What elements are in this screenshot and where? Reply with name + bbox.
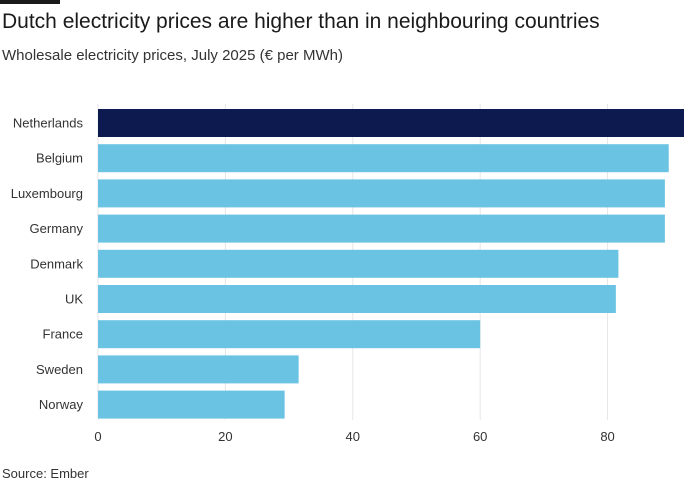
x-tick-label-0: 0 xyxy=(94,429,101,444)
category-label-belgium: Belgium xyxy=(36,151,83,166)
x-tick-label-20: 20 xyxy=(218,429,232,444)
bar-uk xyxy=(98,285,616,313)
top-accent-bar xyxy=(0,0,60,4)
bar-netherlands xyxy=(98,109,684,137)
bar-norway xyxy=(98,390,285,419)
category-label-uk: UK xyxy=(65,292,83,307)
bar-belgium xyxy=(98,144,669,173)
bar-france xyxy=(98,320,481,349)
chart-title: Dutch electricity prices are higher than… xyxy=(2,10,600,33)
bar-sweden xyxy=(98,355,299,384)
bar-germany xyxy=(98,214,665,243)
category-label-netherlands: Netherlands xyxy=(13,116,84,131)
source-note: Source: Ember xyxy=(2,466,89,481)
bar-denmark xyxy=(98,249,619,278)
bar-luxembourg xyxy=(98,179,665,208)
chart-subtitle: Wholesale electricity prices, July 2025 … xyxy=(2,47,343,64)
x-tick-label-80: 80 xyxy=(600,429,614,444)
category-label-denmark: Denmark xyxy=(30,256,83,271)
category-label-norway: Norway xyxy=(39,397,84,412)
category-label-germany: Germany xyxy=(30,221,84,236)
x-tick-label-60: 60 xyxy=(473,429,487,444)
category-label-france: France xyxy=(43,327,83,342)
category-label-luxembourg: Luxembourg xyxy=(11,186,83,201)
category-label-sweden: Sweden xyxy=(36,362,83,377)
x-tick-label-40: 40 xyxy=(346,429,360,444)
